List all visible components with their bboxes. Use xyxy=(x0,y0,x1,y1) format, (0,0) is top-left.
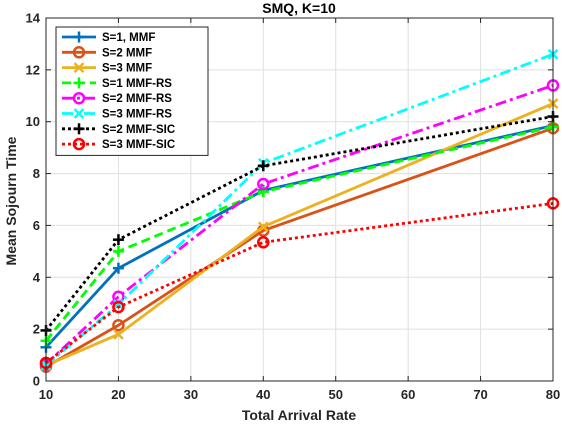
data-point xyxy=(112,319,125,332)
data-point xyxy=(113,328,124,340)
y-tick-label: 4 xyxy=(33,270,41,285)
legend-entry: S=3 MMF-SIC xyxy=(62,137,175,151)
x-tick-label: 60 xyxy=(401,387,415,402)
legend-marker xyxy=(72,137,86,151)
legend-label: S=2 MMF-RS xyxy=(102,93,172,105)
legend-entry: S=1 MMF-RS xyxy=(62,77,172,90)
legend: S=1, MMF S=2 MMF S=3 MMF S=1 MMF-RS S=2 MMF-… xyxy=(55,26,209,156)
axes: 10 20 30 40 50 60 70 80 0 2 4 6 8 10 12 14 xyxy=(26,11,561,403)
y-tick-label: 6 xyxy=(33,218,40,233)
legend-marker xyxy=(73,108,85,119)
legend-label: S=3 MMF-RS xyxy=(102,109,172,121)
data-point xyxy=(112,234,124,246)
x-tick-label: 40 xyxy=(256,387,270,402)
data-point xyxy=(113,299,124,310)
series-line xyxy=(45,202,554,364)
x-tick-label: 70 xyxy=(473,387,487,402)
legend-label: S=2 MMF xyxy=(102,47,152,59)
data-point xyxy=(112,262,124,274)
y-tick-label: 0 xyxy=(33,374,40,389)
legend-marker xyxy=(73,62,85,73)
legend-entry: S=2 MMF-RS xyxy=(62,91,172,105)
y-axis-title: Mean Sojourn Time xyxy=(3,136,19,265)
data-point xyxy=(257,177,270,191)
legend-entry: S=2 MMF xyxy=(62,46,152,59)
legend-marker xyxy=(73,123,85,135)
data-point xyxy=(112,300,125,314)
legend-label: S=1, MMF xyxy=(102,32,155,44)
x-tick-label: 10 xyxy=(39,387,53,402)
grid-lines xyxy=(45,17,554,382)
legend-entry: S=3 MMF xyxy=(62,62,152,75)
legend-entry: S=1, MMF xyxy=(62,31,155,44)
x-tick-label: 80 xyxy=(546,387,560,402)
legend-entry: S=3 MMF-RS xyxy=(62,108,172,121)
y-tick-label: 12 xyxy=(26,62,40,77)
y-tick-label: 8 xyxy=(33,166,40,181)
data-point xyxy=(257,236,270,249)
plot-frame xyxy=(45,17,554,382)
series-line xyxy=(44,125,554,342)
x-tick-label: 20 xyxy=(111,387,125,402)
data-point xyxy=(257,221,269,233)
data-point xyxy=(112,245,124,257)
y-tick-label: 10 xyxy=(26,114,40,129)
x-tick-label: 30 xyxy=(184,387,198,402)
series-line xyxy=(45,84,554,366)
chart-title: SMQ, K=10 xyxy=(262,0,336,16)
series-line xyxy=(45,52,554,367)
x-axis-title: Total Arrival Rate xyxy=(242,407,357,423)
legend-label: S=2 MMF-SIC xyxy=(102,124,175,136)
series-line xyxy=(45,102,554,367)
legend-label: S=3 MMF xyxy=(102,63,152,75)
legend-marker xyxy=(72,46,86,59)
x-tick-label: 50 xyxy=(328,387,342,402)
data-point xyxy=(257,160,269,172)
legend-marker xyxy=(73,77,85,89)
series-line xyxy=(45,126,554,368)
legend-label: S=1 MMF-RS xyxy=(102,78,172,90)
y-tick-label: 14 xyxy=(26,11,41,26)
legend-entry: S=2 MMF-SIC xyxy=(62,123,175,136)
legend-marker xyxy=(72,91,86,105)
legend-label: S=3 MMF-SIC xyxy=(102,139,175,151)
legend-marker xyxy=(73,31,85,43)
y-tick-label: 2 xyxy=(33,322,40,337)
